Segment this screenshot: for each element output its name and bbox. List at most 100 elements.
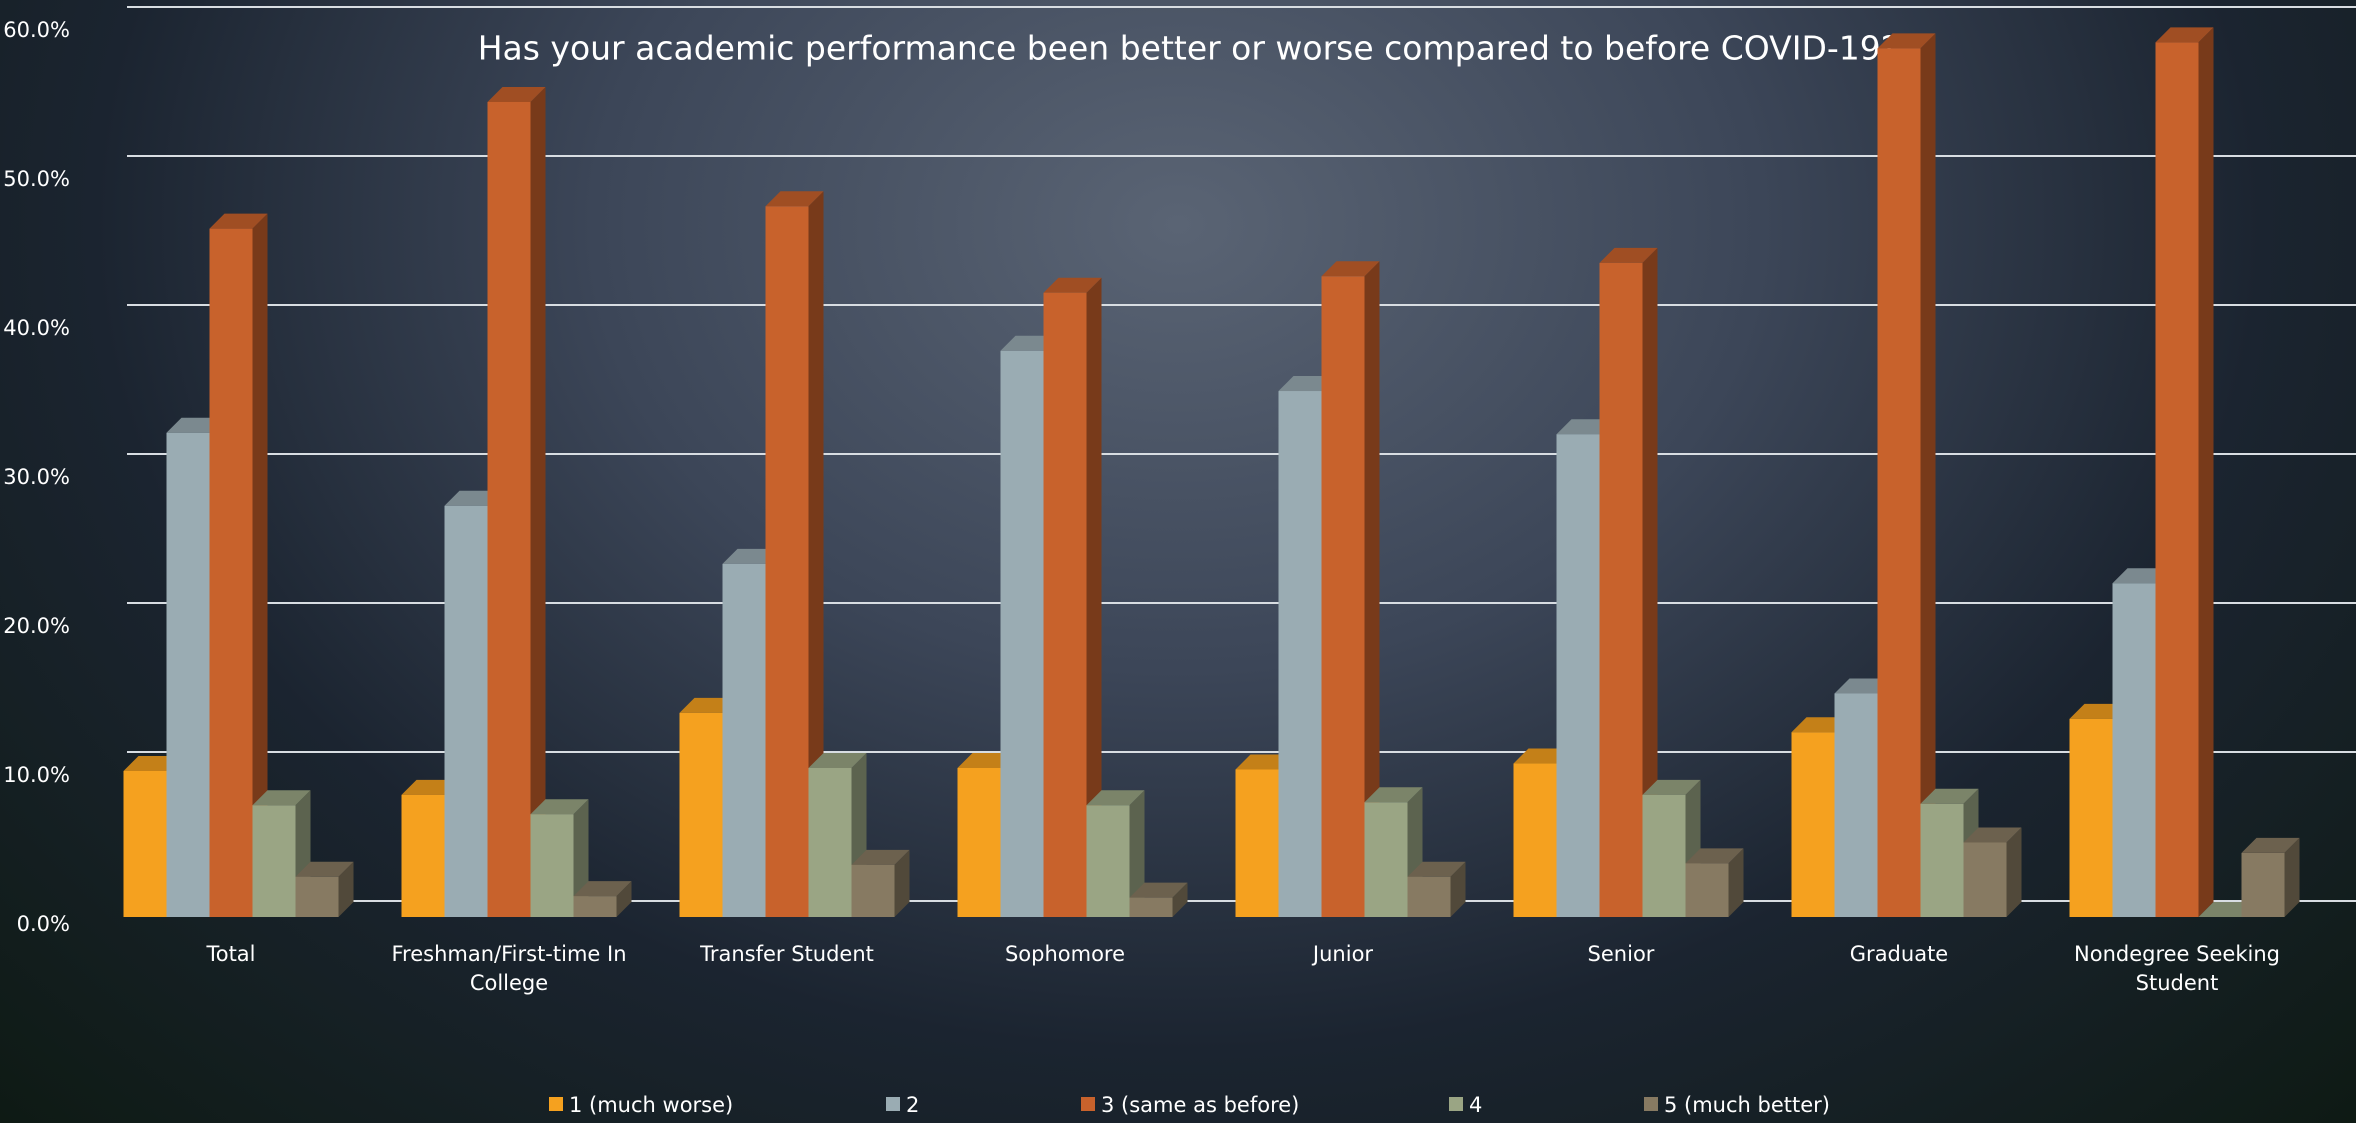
bar-top — [1043, 277, 1102, 293]
bar — [1235, 769, 1279, 917]
bar — [1364, 802, 1408, 917]
bar-top — [209, 213, 268, 229]
x-tick-label: Graduate — [1849, 942, 1949, 966]
bar — [1963, 842, 2007, 917]
bar — [1877, 48, 1921, 917]
bar — [487, 101, 531, 918]
bar-top — [573, 881, 632, 897]
bar-side — [1642, 247, 1658, 917]
x-tick-label: Senior — [1587, 942, 1655, 966]
bar — [1043, 292, 1087, 917]
bar — [1513, 763, 1557, 917]
bar-side — [1728, 848, 1744, 917]
bar — [1685, 863, 1729, 917]
y-tick-label: 0.0% — [17, 912, 70, 936]
bar — [851, 864, 895, 917]
bar — [2112, 583, 2156, 917]
bar — [2241, 852, 2285, 917]
bar-top — [2241, 837, 2300, 853]
y-tick-label: 40.0% — [3, 316, 70, 340]
x-tick-label: Sophomore — [1004, 942, 1126, 966]
bar-top — [2155, 27, 2214, 43]
bar-top — [1321, 261, 1380, 277]
bar — [530, 814, 574, 917]
bar — [444, 505, 488, 917]
chart-title: Has your academic performance been bette… — [478, 29, 1899, 68]
bar — [722, 563, 766, 917]
bar — [2155, 42, 2199, 918]
bar — [1278, 391, 1322, 917]
legend-label: 4 — [1469, 1093, 1482, 1117]
bar — [1086, 805, 1130, 917]
bar-side — [2284, 837, 2300, 917]
bar — [1321, 276, 1365, 917]
bar-side — [1450, 861, 1466, 917]
bar — [401, 794, 445, 917]
x-tick-label: Junior — [1312, 942, 1374, 966]
bar — [295, 876, 339, 917]
legend-label: 5 (much better) — [1664, 1093, 1830, 1117]
bar-top — [1920, 788, 1979, 804]
bar-side — [338, 861, 354, 917]
legend-label: 2 — [906, 1093, 919, 1117]
bar — [209, 228, 253, 917]
bar-top — [1599, 247, 1658, 263]
bar-top — [1642, 779, 1701, 795]
bar-top — [252, 790, 311, 806]
bar-top — [808, 753, 867, 768]
x-tick-label: Transfer Student — [700, 942, 874, 966]
legend-swatch — [1081, 1097, 1095, 1111]
bar-side — [808, 191, 824, 917]
legend-label: 1 (much worse) — [569, 1093, 733, 1117]
bar-side — [1364, 261, 1380, 917]
legend-swatch — [886, 1097, 900, 1111]
y-tick-label: 20.0% — [3, 614, 70, 638]
bar-top — [530, 799, 589, 815]
bar-top — [1364, 787, 1423, 803]
bar — [1599, 262, 1643, 917]
x-tick-label: Freshman/First-time In College — [391, 942, 627, 995]
bar — [957, 768, 1001, 917]
bar — [679, 712, 723, 917]
bar-side — [530, 86, 546, 918]
bar — [1642, 794, 1686, 917]
bar — [1834, 693, 1878, 917]
bar-top — [851, 849, 910, 865]
bar — [2069, 718, 2113, 917]
bar-top — [487, 86, 546, 102]
bar-side — [616, 881, 632, 917]
bar-top — [1407, 861, 1466, 877]
x-tick-label: Nondegree Seeking Student — [2074, 942, 2280, 995]
bar — [252, 805, 296, 917]
bar — [166, 432, 210, 917]
bar — [123, 770, 167, 917]
y-tick-label: 10.0% — [3, 763, 70, 787]
bar-side — [1920, 33, 1936, 917]
bar-top — [1963, 827, 2022, 843]
y-tick-label: 60.0% — [3, 18, 70, 42]
bar-side — [1129, 790, 1145, 917]
bar — [1407, 876, 1451, 917]
bar-top — [765, 191, 824, 207]
bar-side — [2006, 827, 2022, 917]
y-tick-label: 30.0% — [3, 465, 70, 489]
y-tick-label: 50.0% — [3, 167, 70, 191]
bar-side — [252, 213, 268, 917]
legend-swatch — [1449, 1097, 1463, 1111]
bar-top — [1877, 33, 1936, 49]
x-tick-label: Total — [206, 942, 256, 966]
bar — [1791, 732, 1835, 917]
bar-side — [2198, 27, 2214, 918]
bar — [573, 896, 617, 917]
bar — [1920, 803, 1964, 917]
legend-swatch — [549, 1097, 563, 1111]
bar-side — [1172, 882, 1188, 917]
bar-top — [295, 861, 354, 877]
bar-side — [1086, 277, 1102, 917]
bar-top — [1129, 882, 1188, 898]
bar — [1000, 350, 1044, 917]
bar-top — [1685, 848, 1744, 864]
bar — [765, 206, 809, 917]
